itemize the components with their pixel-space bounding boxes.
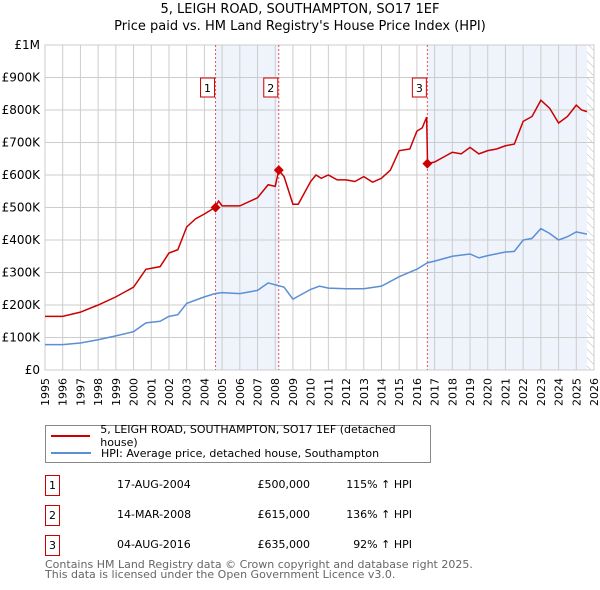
y-tick-label: £300K bbox=[2, 266, 42, 280]
y-tick-label: £500K bbox=[2, 201, 42, 215]
footer: Contains HM Land Registry data © Crown c… bbox=[45, 558, 473, 581]
x-tick-label: 1996 bbox=[57, 378, 70, 406]
x-tick-label: 2023 bbox=[535, 378, 548, 406]
x-tick-label: 2015 bbox=[393, 378, 406, 406]
sale-row: 1 17-AUG-2004 £500,000 115% ↑ HPI bbox=[45, 475, 465, 496]
sale-label: 1 bbox=[204, 82, 211, 95]
sale-hpi: 115% ↑ HPI bbox=[346, 478, 412, 491]
x-tick-label: 2003 bbox=[181, 378, 194, 406]
sale-price: £635,000 bbox=[257, 538, 311, 551]
y-tick-label: £200K bbox=[2, 298, 42, 312]
sale-number: 2 bbox=[45, 505, 60, 526]
x-tick-label: 2000 bbox=[128, 378, 141, 406]
x-tick-label: 2005 bbox=[216, 378, 229, 406]
sale-marker bbox=[422, 158, 433, 169]
x-tick-label: 2025 bbox=[570, 378, 583, 406]
y-tick-label: £100K bbox=[2, 331, 42, 345]
x-tick-label: 1995 bbox=[39, 378, 52, 406]
x-tick-label: 2004 bbox=[198, 378, 211, 406]
chart-subtitle: Price paid vs. HM Land Registry's House … bbox=[114, 19, 486, 34]
x-tick-label: 2002 bbox=[163, 378, 176, 406]
sale-label-box bbox=[263, 77, 279, 98]
x-tick-label: 2022 bbox=[517, 378, 530, 406]
legend-label: HPI: Average price, detached house, Sout… bbox=[101, 446, 380, 460]
y-tick-label: £700K bbox=[2, 136, 42, 150]
x-tick-label: 1999 bbox=[110, 378, 123, 406]
sale-date: 14-MAR-2008 bbox=[117, 508, 192, 521]
sale-row: 2 14-MAR-2008 £615,000 136% ↑ HPI bbox=[45, 505, 465, 526]
x-tick-label: 2020 bbox=[482, 378, 495, 406]
y-tick-label: £400K bbox=[2, 233, 42, 247]
sale-marker bbox=[273, 165, 284, 176]
y-tick-label: £0 bbox=[25, 363, 40, 377]
y-tick-label: £1M bbox=[14, 38, 40, 52]
sale-row: 3 04-AUG-2016 £635,000 92% ↑ HPI bbox=[45, 535, 465, 556]
legend: 5, LEIGH ROAD, SOUTHAMPTON, SO17 1EF (de… bbox=[45, 423, 431, 463]
x-tick-label: 2018 bbox=[446, 378, 459, 406]
x-tick-label: 2021 bbox=[499, 378, 512, 406]
legend-label: 5, LEIGH ROAD, SOUTHAMPTON, SO17 1EF (de… bbox=[100, 423, 396, 449]
sale-price: £615,000 bbox=[257, 508, 311, 521]
legend-swatch bbox=[51, 452, 91, 454]
x-tick-label: 2016 bbox=[411, 378, 424, 406]
x-tick-label: 1997 bbox=[74, 378, 87, 406]
x-tick-label: 2001 bbox=[145, 378, 158, 406]
y-tick-label: £800K bbox=[2, 103, 42, 117]
x-tick-label: 2011 bbox=[322, 378, 335, 406]
sale-hpi: 92% ↑ HPI bbox=[353, 538, 412, 551]
x-tick-label: 2013 bbox=[358, 378, 371, 406]
sale-hpi: 136% ↑ HPI bbox=[346, 508, 412, 521]
legend-swatch bbox=[51, 435, 91, 437]
chart-title: 5, LEIGH ROAD, SOUTHAMPTON, SO17 1EF bbox=[160, 2, 440, 17]
footer-line: This data is licensed under the Open Gov… bbox=[45, 568, 396, 581]
series-line-hpi bbox=[45, 227, 588, 346]
sale-number: 1 bbox=[45, 475, 60, 496]
sale-date: 04-AUG-2016 bbox=[117, 538, 191, 551]
x-tick-label: 2008 bbox=[269, 378, 282, 406]
x-tick-label: 2017 bbox=[429, 378, 442, 406]
x-tick-label: 1998 bbox=[92, 378, 105, 406]
x-tick-label: 2007 bbox=[252, 378, 265, 406]
y-tick-label: £900K bbox=[2, 71, 42, 85]
sale-label-box bbox=[200, 77, 216, 98]
x-tick-label: 2026 bbox=[588, 378, 600, 406]
sale-marker bbox=[210, 202, 221, 213]
x-tick-label: 2019 bbox=[464, 378, 477, 406]
sale-date: 17-AUG-2004 bbox=[117, 478, 191, 491]
legend-item-property: 5, LEIGH ROAD, SOUTHAMPTON, SO17 1EF (de… bbox=[51, 423, 430, 449]
y-tick-label: £600K bbox=[2, 168, 42, 182]
sale-price: £500,000 bbox=[257, 478, 311, 491]
sale-number: 3 bbox=[45, 535, 60, 556]
x-tick-label: 2006 bbox=[234, 378, 247, 406]
sale-label-box bbox=[411, 77, 427, 98]
x-tick-label: 2024 bbox=[553, 378, 566, 406]
x-tick-label: 2012 bbox=[340, 378, 353, 406]
legend-item-hpi: HPI: Average price, detached house, Sout… bbox=[51, 445, 379, 461]
chart: 1995 1996 1997 1998 1999 2000 2001 2002 2003 2004… bbox=[2, 38, 600, 406]
x-tick-label: 2009 bbox=[287, 378, 300, 406]
series-line-property bbox=[45, 99, 588, 318]
sale-label: 3 bbox=[416, 82, 423, 95]
x-tick-label: 2010 bbox=[305, 378, 318, 406]
plot-border bbox=[44, 44, 595, 371]
sale-label: 2 bbox=[267, 82, 274, 95]
footer-line: Contains HM Land Registry data © Crown c… bbox=[45, 558, 473, 571]
x-tick-label: 2014 bbox=[375, 378, 388, 406]
